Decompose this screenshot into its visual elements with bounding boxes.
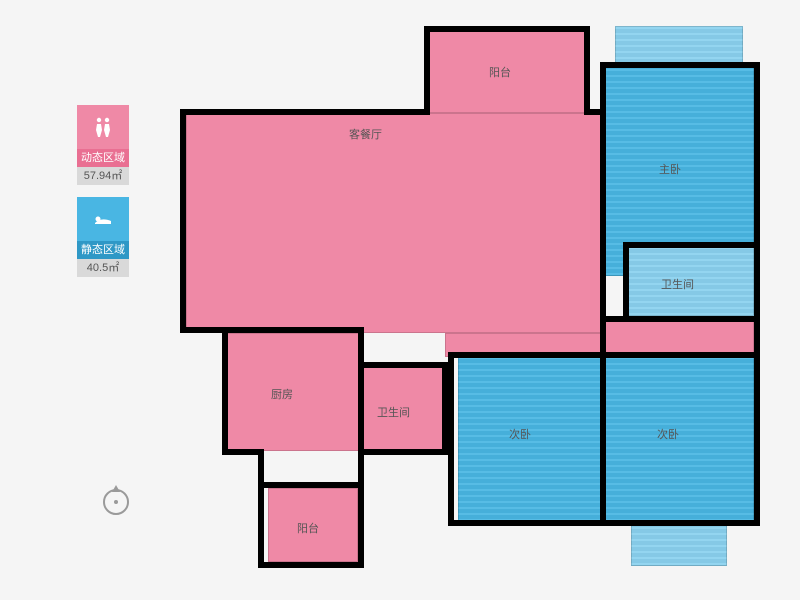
room-bed3-balc <box>631 522 727 566</box>
wall-2 <box>424 26 590 32</box>
wall-15 <box>258 482 264 566</box>
room-label-living: 客餐厅 <box>349 126 382 142</box>
room-bed2 <box>458 357 604 522</box>
wall-30 <box>358 327 364 365</box>
legend-static-label: 静态区域 <box>77 241 129 259</box>
room-master-balc <box>615 26 743 66</box>
legend-dynamic-label: 动态区域 <box>77 149 129 167</box>
wall-13 <box>258 482 364 488</box>
legend-static-value: 40.5㎡ <box>77 259 129 277</box>
sleep-icon <box>77 197 129 241</box>
people-icon <box>77 105 129 149</box>
room-kitchen <box>227 333 359 451</box>
wall-3 <box>584 26 590 114</box>
wall-8 <box>180 109 186 333</box>
wall-24 <box>600 316 606 526</box>
wall-17 <box>358 449 454 455</box>
wall-25 <box>600 352 760 358</box>
room-bed3 <box>604 357 754 522</box>
room-living <box>186 113 604 333</box>
room-label-balcony-n: 阳台 <box>489 64 511 80</box>
wall-28 <box>623 242 758 248</box>
wall-10 <box>222 327 228 455</box>
wall-14 <box>258 562 364 568</box>
legend-static: 静态区域 40.5㎡ <box>77 197 129 277</box>
wall-27 <box>623 242 629 318</box>
wall-18 <box>358 362 364 454</box>
wall-0 <box>180 109 430 115</box>
room-label-kitchen: 厨房 <box>271 386 293 402</box>
wall-12 <box>258 449 264 484</box>
wall-1 <box>424 26 430 114</box>
room-label-bed2: 次卧 <box>509 426 531 442</box>
wall-22 <box>448 352 608 358</box>
wall-6 <box>600 62 760 68</box>
wall-29 <box>222 327 364 333</box>
room-label-balcony-s: 阳台 <box>297 520 319 536</box>
wall-16 <box>358 449 364 566</box>
legend-dynamic-value: 57.94㎡ <box>77 167 129 185</box>
room-label-bath-w: 卫生间 <box>377 404 410 420</box>
room-label-master: 主卧 <box>659 161 681 177</box>
room-hall-strip <box>604 316 754 357</box>
floor-plan: 客餐厅阳台厨房卫生间阳台主卧卫生间次卧次卧 <box>175 26 765 566</box>
wall-19 <box>358 362 448 368</box>
legend-dynamic: 动态区域 57.94㎡ <box>77 105 129 185</box>
room-label-bath-e: 卫生间 <box>661 276 694 292</box>
room-label-bed3: 次卧 <box>657 426 679 442</box>
wall-5 <box>600 62 606 322</box>
compass-icon <box>98 482 134 518</box>
wall-21 <box>448 352 454 526</box>
wall-9 <box>180 327 228 333</box>
wall-7 <box>754 62 760 526</box>
